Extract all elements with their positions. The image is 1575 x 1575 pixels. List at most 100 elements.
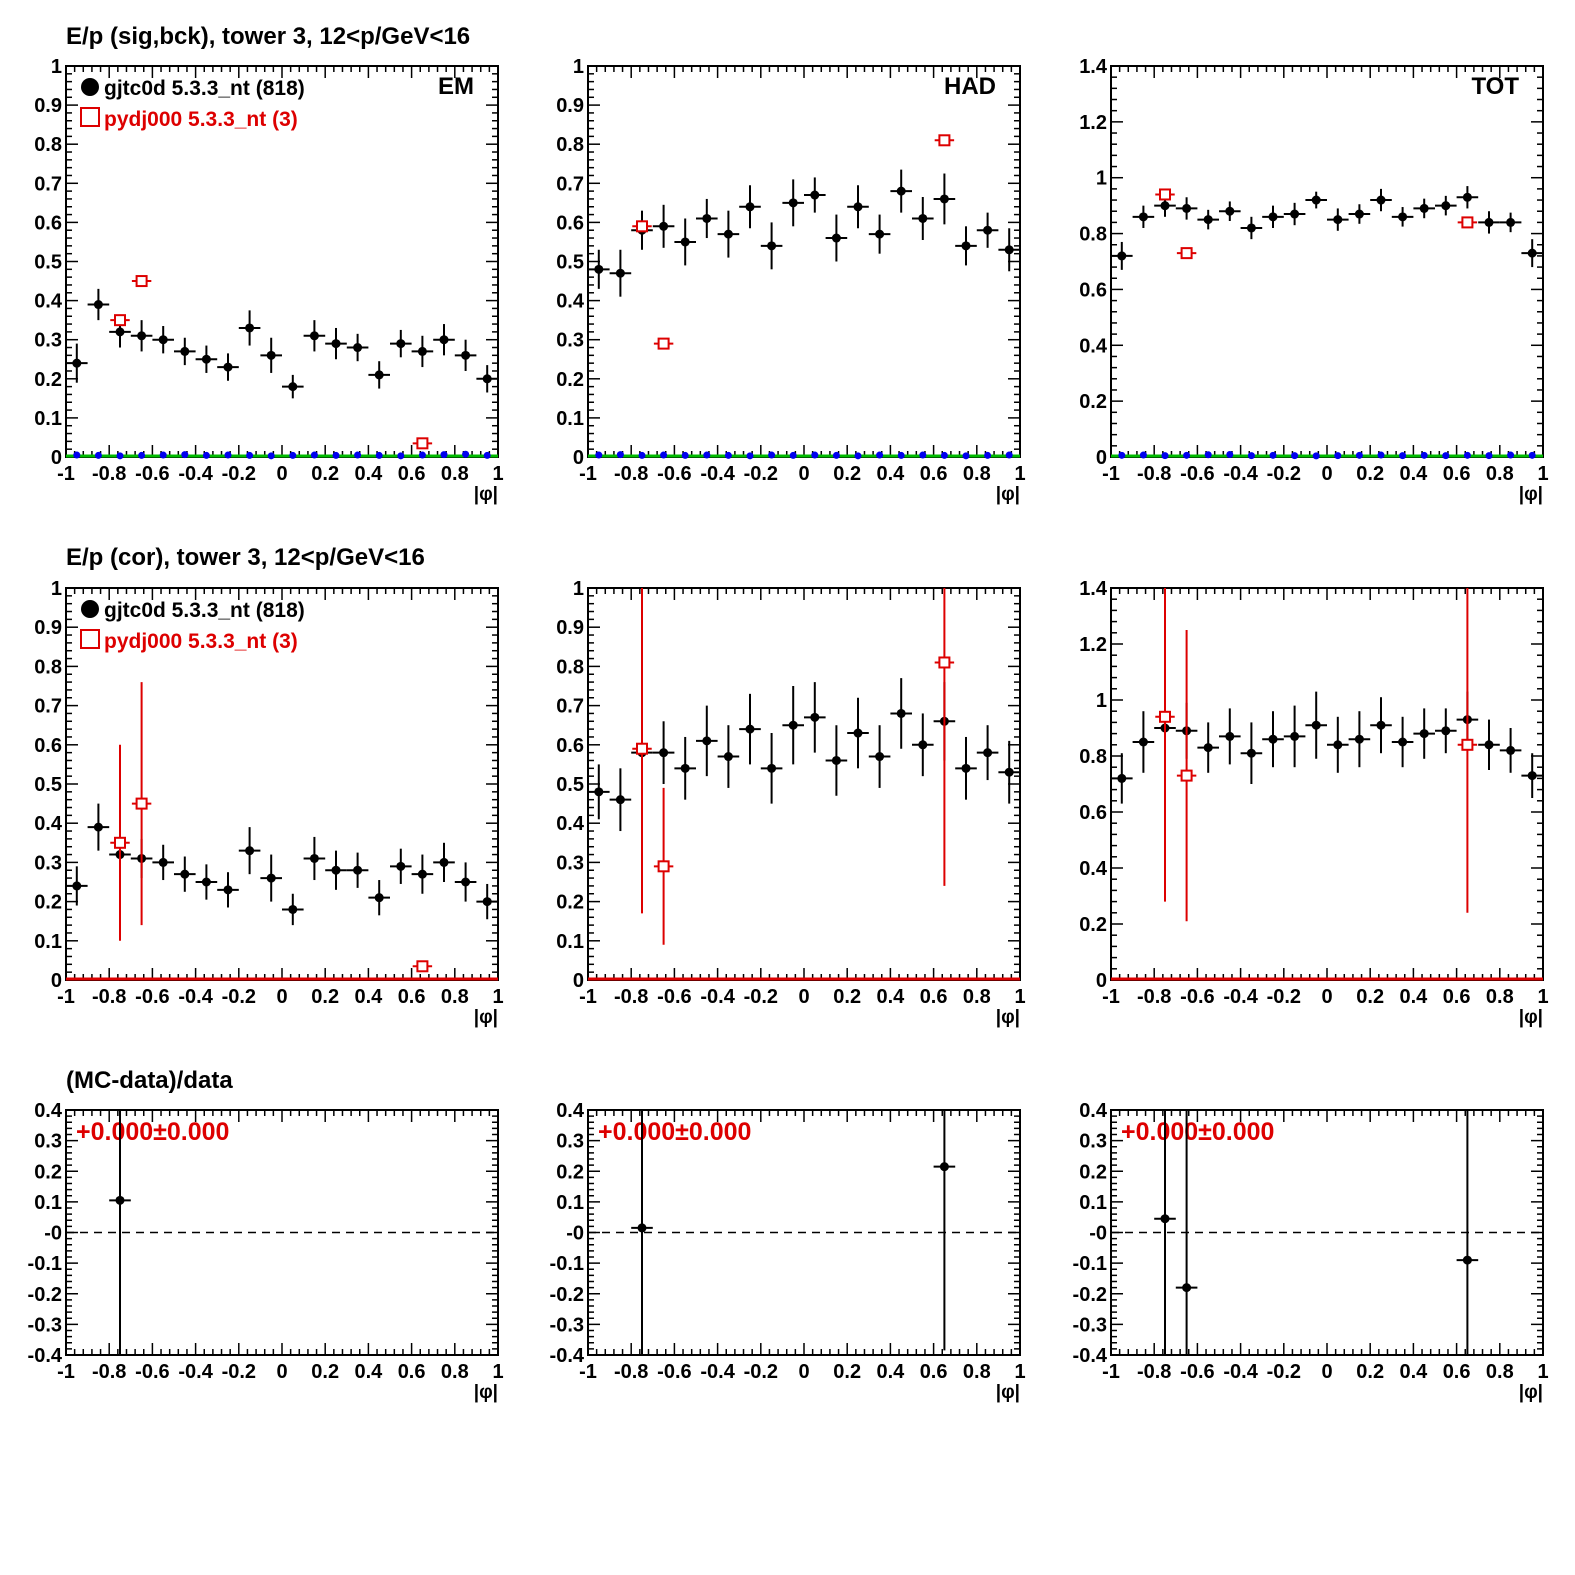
y-tick-label: 1: [1096, 168, 1107, 190]
y-tick-label: 0.1: [1079, 1192, 1107, 1214]
bck-point: [224, 451, 232, 459]
corner-label: EM: [438, 73, 474, 100]
x-tick-label: 0.6: [398, 463, 426, 485]
series-dot: [588, 169, 1020, 297]
y-tick-label: 0.4: [556, 291, 585, 313]
x-tick-label: -0.8: [614, 986, 648, 1008]
mc-point: [636, 220, 648, 233]
y-tick-label: 0.3: [556, 330, 584, 352]
x-tick-label: -0.8: [92, 463, 126, 485]
data-point: [417, 346, 427, 356]
mc-point: [938, 656, 951, 669]
y-tick-label: 0.1: [34, 408, 62, 430]
data-point: [1138, 737, 1148, 747]
x-tick-label: 0.6: [398, 1361, 426, 1383]
y-tick-label: 0.5: [34, 774, 62, 796]
bck-point: [1139, 451, 1147, 459]
x-tick-label: 0.2: [311, 463, 339, 485]
x-tick-label: -0.6: [657, 1361, 691, 1383]
x-tick-label: -0.2: [1267, 986, 1301, 1008]
bck-point: [1312, 452, 1320, 460]
y-tick-label: 0.7: [556, 173, 584, 195]
x-tick-label: -1: [57, 463, 75, 485]
data-point: [1441, 726, 1451, 736]
y-tick-label: 1: [1096, 690, 1107, 712]
y-tick-label: 0.8: [1079, 746, 1107, 768]
data-point: [1160, 201, 1170, 211]
x-tick-label: 1: [1014, 1361, 1025, 1383]
data-point: [1419, 729, 1429, 739]
x-tick-label: 0.4: [876, 986, 905, 1008]
x-tick-label: 0.2: [833, 1361, 861, 1383]
y-tick-label: 0.2: [556, 1161, 584, 1183]
bck-point: [1005, 451, 1013, 459]
y-tick-label: 0.1: [34, 931, 62, 953]
data-point: [1527, 248, 1537, 258]
chart-panel: -1 -0.8 -0.6 -0.4 -0.2 0 0.2 0.4 0.6 0.8 1|φ|00.10…: [34, 578, 503, 1028]
data-point: [745, 202, 755, 212]
data-point: [723, 229, 733, 239]
data-point: [1225, 731, 1235, 741]
mc-point: [657, 337, 670, 350]
y-tick-label: 0.7: [34, 696, 62, 718]
row-title-2: (MC-data)/data: [66, 1067, 233, 1094]
data-point: [896, 186, 906, 196]
bck-point: [595, 451, 603, 459]
y-tick-label: 0.4: [1079, 858, 1108, 880]
y-tick-label: 0.5: [556, 252, 584, 274]
x-tick-label: 0.8: [441, 463, 469, 485]
x-tick-label: 0: [798, 1361, 809, 1383]
x-tick-label: 0.2: [833, 986, 861, 1008]
x-tick-label: 0.2: [1356, 986, 1384, 1008]
data-point: [831, 233, 841, 243]
x-tick-label: -1: [1102, 463, 1120, 485]
data-point: [1484, 217, 1494, 227]
bck-point: [1183, 451, 1191, 459]
mc-point: [1159, 710, 1171, 723]
bck-point: [1118, 451, 1126, 459]
y-tick-label: 0.2: [556, 892, 584, 914]
bck-point: [638, 451, 646, 459]
data-point: [745, 724, 755, 734]
data-point: [961, 763, 971, 773]
data-point: [1290, 731, 1300, 741]
bck-point: [703, 451, 711, 459]
data-point: [1398, 737, 1408, 747]
data-point: [939, 1162, 949, 1172]
x-tick-label: 0: [276, 1361, 287, 1383]
x-axis-label: |φ|: [474, 484, 498, 505]
mc-point: [416, 960, 429, 973]
x-tick-label: 1: [492, 463, 503, 485]
y-tick-label: 0.4: [34, 291, 63, 313]
x-tick-label: 0.4: [354, 1361, 383, 1383]
y-tick-label: 0.1: [556, 1192, 584, 1214]
data-point: [1268, 734, 1278, 744]
data-point: [594, 264, 604, 274]
y-tick-label: 0.4: [556, 813, 585, 835]
y-tick-label: 0.6: [1079, 279, 1107, 301]
data-point: [180, 869, 190, 879]
data-point: [72, 358, 82, 368]
series-dot: [66, 288, 498, 399]
y-tick-label: 0.6: [34, 735, 62, 757]
y-tick-label: 0.6: [34, 212, 62, 234]
bck-point: [1334, 452, 1342, 460]
x-tick-label: 0.2: [311, 986, 339, 1008]
bck-point: [73, 451, 81, 459]
data-point: [115, 1195, 125, 1205]
data-point: [1203, 215, 1213, 225]
data-point: [201, 354, 211, 364]
x-tick-label: 0.6: [920, 986, 948, 1008]
x-tick-label: 0: [1321, 1361, 1332, 1383]
x-axis-label: |φ|: [1519, 1007, 1543, 1028]
mc-point: [1461, 738, 1474, 751]
x-tick-label: -0.6: [135, 1361, 169, 1383]
y-tick-label: 0.3: [34, 1131, 62, 1153]
x-tick-label: 0: [276, 986, 287, 1008]
data-point: [702, 213, 712, 223]
chart-panel: -1 -0.8 -0.6 -0.4 -0.2 0 0.2 0.4 0.6 0.8 1|φ|00.20…: [1079, 56, 1548, 505]
y-tick-label: 0.6: [556, 735, 584, 757]
x-tick-label: -0.4: [178, 986, 213, 1008]
